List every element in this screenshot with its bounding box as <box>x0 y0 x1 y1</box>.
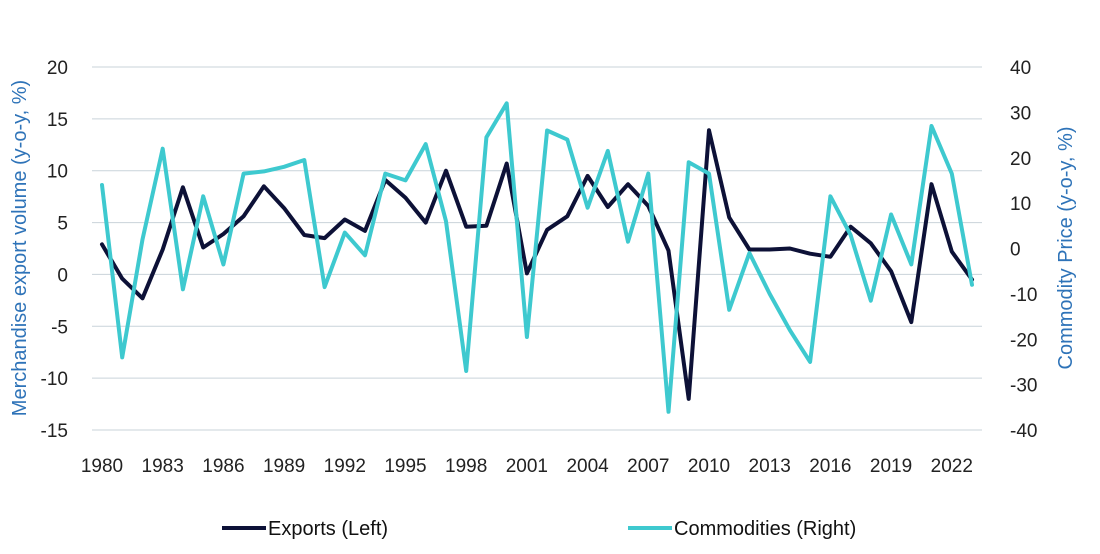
left-tick-label: 20 <box>47 58 68 79</box>
right-axis-ticks: 40 30 20 10 0 -10 -20 -30 -40 <box>1010 58 1037 442</box>
right-tick-label: 30 <box>1010 103 1031 124</box>
right-tick-label: -40 <box>1010 421 1037 442</box>
left-tick-label: -10 <box>41 369 68 390</box>
x-axis-ticks: 1980 1983 1986 1989 1992 1995 1998 2001 2004 2007… <box>81 456 973 477</box>
left-tick-label: -5 <box>51 317 68 338</box>
right-tick-label: 40 <box>1010 58 1031 79</box>
left-tick-label: -15 <box>41 421 68 442</box>
right-tick-label: 0 <box>1010 240 1021 261</box>
x-tick-label: 1989 <box>263 456 305 477</box>
x-tick-label: 2010 <box>688 456 730 477</box>
series-line-commodities-right <box>100 101 974 414</box>
legend: Exports (Left) Commodities (Right) <box>222 518 856 540</box>
right-tick-label: 10 <box>1010 194 1031 215</box>
left-tick-label: 15 <box>47 110 68 131</box>
left-tick-label: 5 <box>57 214 68 235</box>
x-tick-label: 2007 <box>627 456 669 477</box>
x-tick-label: 1980 <box>81 456 123 477</box>
right-tick-label: -10 <box>1010 285 1037 306</box>
left-axis-title: Merchandise export volume (y-o-y, %) <box>9 80 31 416</box>
legend-item-exports: Exports (Left) <box>222 518 388 540</box>
left-tick-label: 0 <box>57 265 68 286</box>
x-tick-label: 2013 <box>749 456 791 477</box>
x-tick-label: 1995 <box>384 456 426 477</box>
left-tick-label: 10 <box>47 162 68 183</box>
legend-label-exports: Exports (Left) <box>268 518 388 540</box>
right-axis-title: Commodity Price (y-o-y, %) <box>1055 127 1077 370</box>
x-tick-label: 1983 <box>142 456 184 477</box>
x-tick-label: 1998 <box>445 456 487 477</box>
legend-label-commodities: Commodities (Right) <box>674 518 856 540</box>
x-tick-label: 2019 <box>870 456 912 477</box>
x-tick-label: 2022 <box>931 456 973 477</box>
series-lines <box>100 101 974 414</box>
gridlines <box>92 66 982 431</box>
x-tick-label: 2004 <box>566 456 609 477</box>
legend-item-commodities: Commodities (Right) <box>628 518 856 540</box>
right-tick-label: -30 <box>1010 376 1037 397</box>
left-axis-ticks: 20 15 10 5 0 -5 -10 -15 <box>41 58 68 442</box>
x-tick-label: 1992 <box>324 456 366 477</box>
right-tick-label: -20 <box>1010 330 1037 351</box>
x-tick-label: 1986 <box>202 456 244 477</box>
x-tick-label: 2001 <box>506 456 548 477</box>
x-tick-label: 2016 <box>809 456 851 477</box>
right-tick-label: 20 <box>1010 149 1031 170</box>
